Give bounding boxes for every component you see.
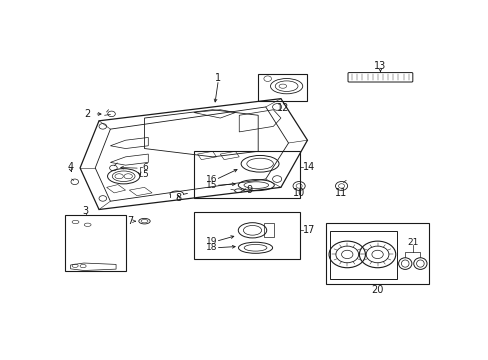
Text: 21: 21 — [407, 238, 418, 247]
Bar — [258, 74, 307, 102]
Text: 1: 1 — [215, 73, 221, 83]
Bar — [329, 231, 396, 279]
Text: 19: 19 — [206, 237, 217, 246]
Bar — [193, 151, 299, 198]
Text: 16: 16 — [206, 175, 217, 184]
Text: 2: 2 — [84, 109, 91, 119]
Text: 13: 13 — [373, 62, 386, 72]
Text: 3: 3 — [82, 206, 89, 216]
Text: 7: 7 — [126, 216, 133, 226]
Bar — [326, 223, 428, 284]
Bar — [264, 223, 274, 237]
Text: 14: 14 — [302, 162, 315, 172]
Text: 5: 5 — [142, 170, 148, 179]
Text: 6: 6 — [142, 163, 148, 172]
Text: 11: 11 — [335, 188, 347, 198]
Text: 15: 15 — [206, 181, 217, 190]
Text: 17: 17 — [302, 225, 315, 235]
Text: 8: 8 — [175, 193, 182, 203]
Bar — [193, 212, 299, 260]
Text: 18: 18 — [206, 243, 217, 252]
Text: 4: 4 — [67, 162, 74, 172]
Text: 12: 12 — [276, 103, 288, 113]
Text: 10: 10 — [292, 188, 305, 198]
Bar — [65, 215, 125, 270]
Text: 20: 20 — [370, 285, 383, 296]
Text: 9: 9 — [246, 185, 252, 195]
